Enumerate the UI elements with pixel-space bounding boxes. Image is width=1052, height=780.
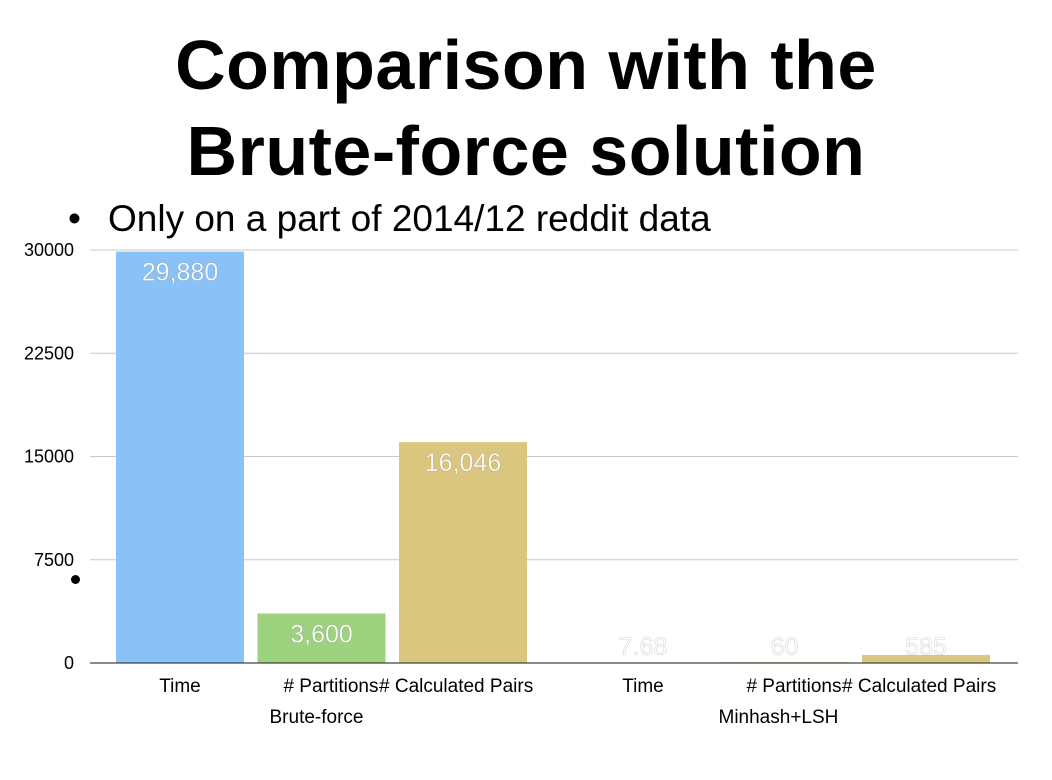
y-tick-label: 0 (64, 653, 74, 673)
group-label: Minhash+LSH (719, 707, 839, 728)
title-line-2: Brute-force solution (186, 112, 866, 190)
y-axis: 0 7500 15000 22500 30000 (24, 240, 74, 673)
bullet-dot-icon (71, 575, 80, 584)
data-label: 3,600 (290, 620, 353, 648)
category-label: # Calculated Pairs (842, 676, 996, 697)
bullet-text: Only on a part of 2014/12 reddit data (108, 198, 711, 239)
y-tick-label: 7500 (34, 550, 74, 570)
y-tick-label: 22500 (24, 343, 74, 363)
category-label: # Calculated Pairs (379, 676, 533, 697)
bar (116, 251, 244, 664)
data-label: 29,880 (142, 259, 218, 287)
data-label: 7.68 (619, 633, 668, 661)
slide-title: Comparison with the Brute-force solution (0, 22, 1052, 194)
category-label: Time (159, 676, 201, 697)
data-label: 60 (771, 633, 799, 661)
bar (862, 654, 990, 663)
bar (257, 613, 386, 663)
title-line-1: Comparison with the (175, 26, 877, 104)
category-label: Time (622, 676, 664, 697)
chart-bars (116, 251, 990, 664)
bullet-icon: • (68, 198, 81, 239)
group-label: Brute-force (270, 707, 364, 728)
data-label: 585 (905, 633, 947, 661)
category-label: # Partitions (746, 676, 841, 697)
data-labels: 29,880 3,600 16,046 7.68 60 585 (141, 258, 947, 661)
category-label: # Partitions (283, 676, 378, 697)
x-axis: Time # Partitions # Calculated PairsBrute-… (90, 662, 1018, 728)
bar (399, 442, 527, 663)
bullet-item: • Only on a part of 2014/12 reddit data (68, 196, 711, 242)
y-tick-label: 30000 (24, 240, 74, 260)
chart-grid (90, 249, 1018, 561)
data-label: 16,046 (425, 449, 501, 477)
y-tick-label: 15000 (24, 447, 74, 467)
